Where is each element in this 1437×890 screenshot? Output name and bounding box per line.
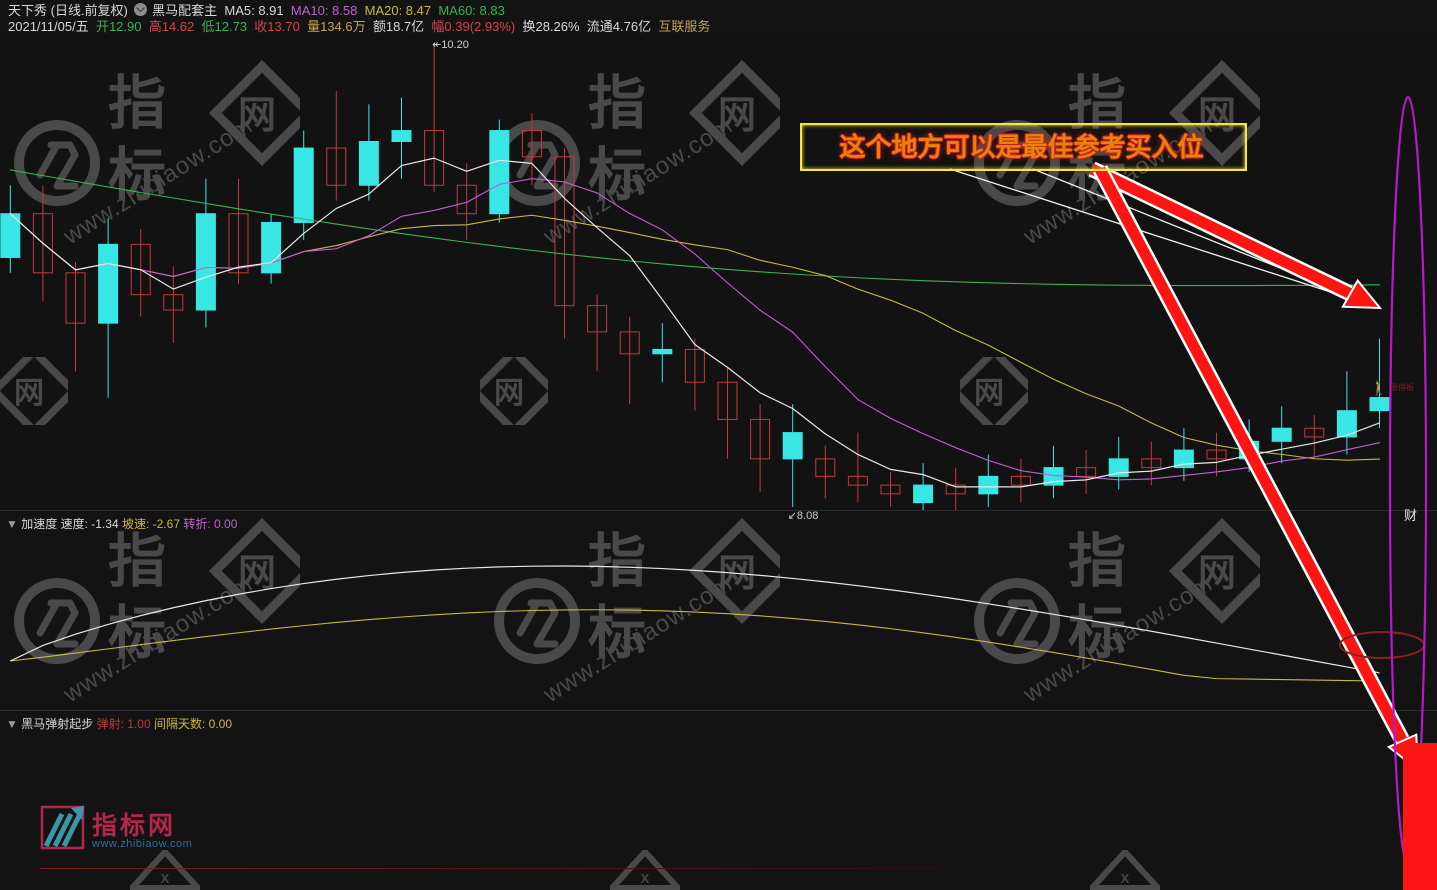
svg-text:X: X bbox=[1121, 871, 1130, 886]
svg-text:www.zhibiaow.com: www.zhibiaow.com bbox=[91, 838, 192, 850]
svg-text:指标网: 指标网 bbox=[92, 812, 176, 840]
svg-text:X: X bbox=[641, 871, 650, 886]
svg-text:X: X bbox=[161, 871, 170, 886]
